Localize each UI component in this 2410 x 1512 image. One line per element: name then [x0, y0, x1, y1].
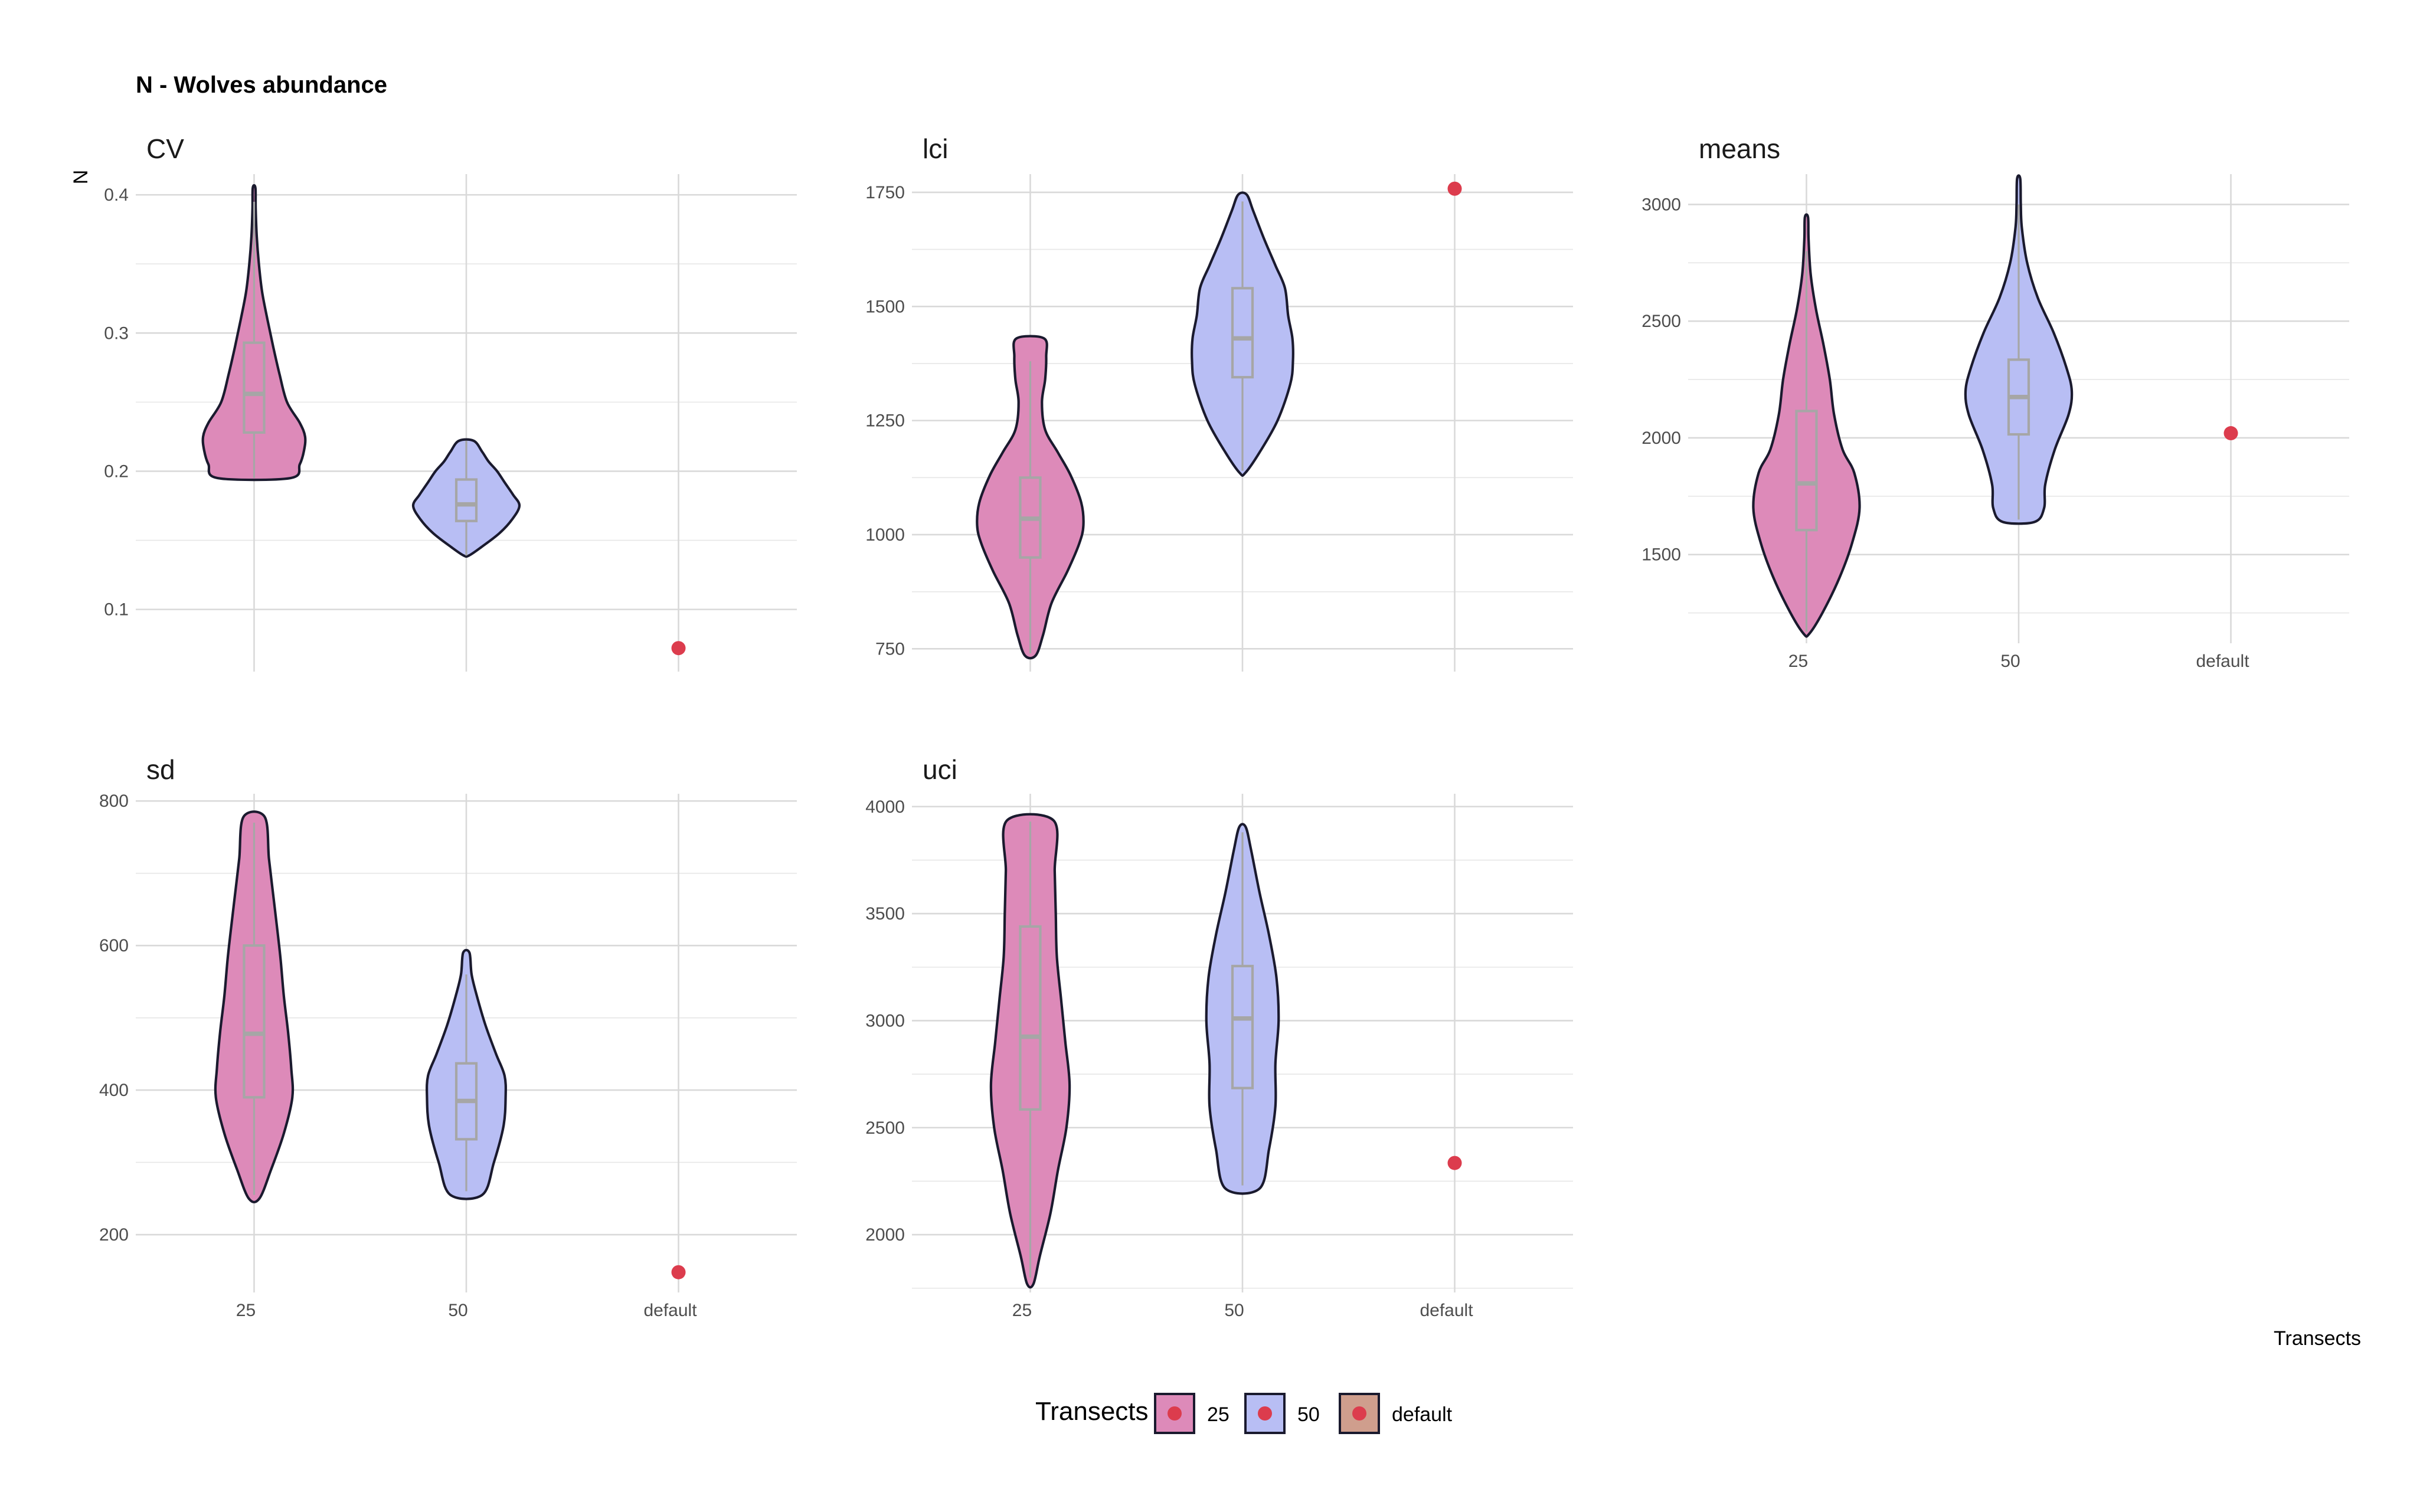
y-tick-label: 1750: [865, 183, 905, 202]
legend-point-marker: [1352, 1406, 1366, 1421]
legend-key-default: default: [1339, 1393, 1453, 1434]
y-tick-label: 800: [99, 791, 129, 811]
x-tick-label: 50: [1224, 1301, 1244, 1320]
violin-25: [989, 813, 1071, 1289]
x-tick-label: 25: [1012, 1301, 1032, 1320]
boxplot-box-25: [1795, 410, 1818, 532]
boxplot-box-25: [243, 341, 266, 434]
facet-strip-label: uci: [923, 754, 957, 785]
y-tick-label: 3000: [1641, 195, 1681, 214]
legend-point-marker: [1258, 1406, 1272, 1421]
legend-label: 25: [1207, 1403, 1229, 1426]
facet-strip-label: CV: [146, 133, 184, 164]
violin-25: [1752, 213, 1861, 638]
x-tick-label: 25: [1788, 652, 1808, 671]
y-tick-label: 1500: [865, 297, 905, 316]
legend-label: 50: [1297, 1403, 1320, 1426]
violin-25: [214, 810, 295, 1203]
facet-strip-label: means: [1699, 133, 1780, 164]
y-tick-label: 0.2: [104, 462, 129, 481]
y-tick-label: 3000: [865, 1011, 905, 1030]
facet-panel-lci: lci 750 1000 1250 1500 1750: [865, 133, 1573, 672]
boxplot-box-25: [243, 944, 266, 1099]
data-point-default: [1447, 181, 1462, 196]
x-tick-label: 50: [2000, 652, 2020, 671]
figure-title: N - Wolves abundance: [136, 72, 387, 98]
x-axis-title: Transects: [2274, 1327, 2361, 1350]
data-point-default: [671, 641, 686, 656]
boxplot-box-50: [1231, 287, 1254, 379]
legend: Transects 25 50 default: [1035, 1393, 1453, 1434]
boxplot-box-50: [1231, 964, 1254, 1089]
violin-50: [1191, 191, 1294, 477]
facet-panels: CV 0.1 0.2 0.3 0.4 lci 750 1000 1250 1500 1750 mean…: [99, 133, 2349, 1320]
legend-title: Transects: [1035, 1397, 1149, 1426]
y-tick-label: 3500: [865, 904, 905, 924]
x-tick-label: 25: [236, 1301, 256, 1320]
violin-50: [411, 438, 521, 558]
y-tick-label: 400: [99, 1081, 129, 1100]
y-tick-label: 0.4: [104, 185, 129, 205]
y-tick-label: 1250: [865, 411, 905, 431]
x-tick-label: default: [1420, 1301, 1473, 1320]
legend-label: default: [1392, 1403, 1453, 1426]
facet-panel-sd: sd 200 400 600 800 25 50 default: [99, 754, 797, 1320]
y-tick-label: 0.1: [104, 600, 129, 620]
x-tick-label: default: [2196, 652, 2249, 671]
facet-panel-means: means 1500 2000 2500 3000 25 50 default: [1641, 133, 2349, 671]
y-tick-label: 2000: [1641, 428, 1681, 448]
y-axis-title: N: [70, 170, 92, 185]
y-tick-label: 200: [99, 1225, 129, 1245]
y-tick-label: 0.3: [104, 323, 129, 343]
legend-key-50: 50: [1244, 1393, 1320, 1434]
y-tick-label: 600: [99, 936, 129, 955]
y-tick-label: 1500: [1641, 545, 1681, 565]
facet-panel-CV: CV 0.1 0.2 0.3 0.4: [104, 133, 797, 672]
violin-50: [1205, 823, 1280, 1195]
y-tick-label: 1000: [865, 525, 905, 545]
x-tick-label: default: [643, 1301, 697, 1320]
boxplot-box-25: [1019, 925, 1042, 1111]
boxplot-box-50: [454, 478, 478, 522]
y-tick-label: 750: [875, 639, 905, 659]
facet-panel-uci: uci 2000 2500 3000 3500 4000 25 50 default: [865, 754, 1573, 1320]
data-point-default: [671, 1265, 686, 1279]
facet-strip-label: lci: [923, 133, 948, 164]
y-tick-label: 2500: [865, 1118, 905, 1138]
legend-point-marker: [1168, 1406, 1182, 1421]
x-tick-label: 50: [448, 1301, 467, 1320]
y-tick-label: 2000: [865, 1225, 905, 1245]
facet-strip-label: sd: [146, 754, 175, 785]
violin-25: [976, 335, 1085, 660]
data-point-default: [1447, 1156, 1462, 1170]
legend-key-25: 25: [1154, 1393, 1229, 1434]
data-point-default: [2223, 426, 2238, 441]
y-tick-label: 2500: [1641, 312, 1681, 331]
violin-50: [426, 948, 507, 1200]
y-tick-label: 4000: [865, 797, 905, 817]
